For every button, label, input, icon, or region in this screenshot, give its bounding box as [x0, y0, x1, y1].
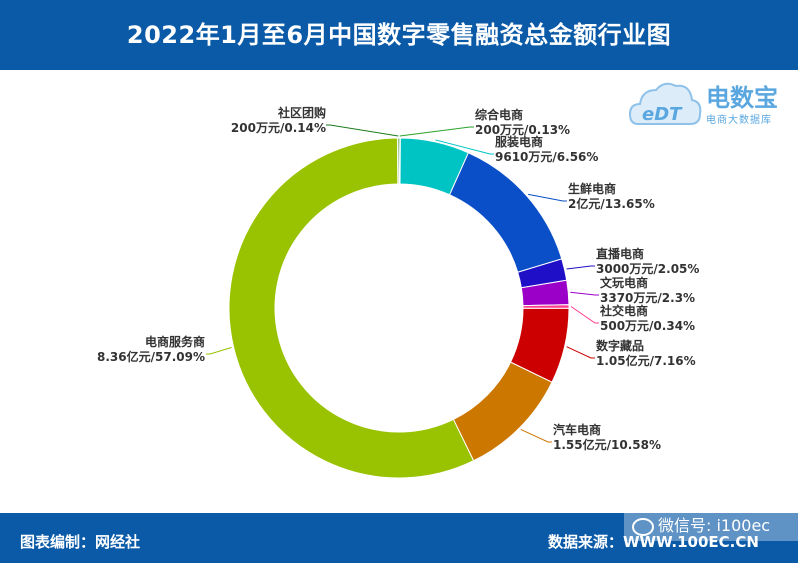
slice-label-value-10: 200万元/0.14%: [231, 121, 326, 135]
slice-label-name-1: 综合电商: [475, 107, 523, 122]
slice-label-name-7: 数字藏品: [596, 338, 644, 353]
leader-line-1: [399, 126, 474, 137]
slice-label-value-3: 2亿元/13.65%: [568, 196, 655, 211]
chart-title: 2022年1月至6月中国数字零售融资总金额行业图: [126, 21, 672, 49]
slice-10: [397, 137, 400, 185]
slice-label-name-10: 社区团购: [277, 105, 326, 120]
slice-3: [448, 152, 563, 273]
slice-label-name-8: 汽车电商: [553, 422, 601, 437]
slice-label-value-8: 1.55亿元/10.58%: [553, 437, 661, 452]
leader-line-2: [435, 139, 494, 155]
header-bar: [0, 0, 798, 70]
footer-credit: 图表编制：网经社: [20, 533, 141, 551]
slice-label-name-6: 社交电商: [599, 303, 648, 318]
slice-label-value-5: 3370万元/2.3%: [600, 291, 695, 305]
slice-label-value-4: 3000万元/2.05%: [596, 262, 699, 276]
leader-line-3: [528, 193, 567, 202]
leader-line-7: [566, 346, 595, 359]
footer-bar: [0, 513, 798, 563]
logo-cloud-icon: eDT: [628, 82, 702, 125]
logo-main-text: 电数宝: [706, 84, 778, 112]
slice-label-value-2: 9610万元/6.56%: [495, 150, 598, 164]
slice-label-value-7: 1.05亿元/7.16%: [596, 353, 696, 368]
slice-8: [452, 361, 553, 462]
leader-line-4: [566, 265, 595, 270]
slice-label-value-6: 500万元/0.34%: [600, 319, 695, 333]
leader-line-9: [206, 346, 232, 355]
slice-label-name-9: 电商服务商: [145, 334, 205, 349]
footer-source: 数据来源：WWW.100EC.CN: [548, 533, 759, 551]
logo-sub-text: 电商大数据库: [706, 115, 772, 126]
leader-line-6: [570, 306, 599, 324]
slice-label-name-4: 直播电商: [596, 246, 644, 261]
logo-icon-text: eDT: [642, 104, 683, 125]
slice-label-name-5: 文玩电商: [600, 275, 648, 290]
wechat-watermark: 微信号: i100ec: [624, 511, 798, 541]
slice-label-name-3: 生鲜电商: [568, 181, 616, 196]
slice-label-value-1: 200万元/0.13%: [475, 123, 570, 137]
wechat-icon: [632, 517, 654, 536]
slice-label-name-2: 服装电商: [495, 134, 543, 149]
slice-9: [228, 137, 475, 479]
leader-line-10: [326, 124, 399, 137]
watermark-text: 微信号: i100ec: [658, 516, 771, 535]
leader-line-5: [570, 291, 599, 296]
slice-label-value-9: 8.36亿元/57.09%: [97, 349, 205, 364]
leader-line-8: [520, 429, 552, 443]
